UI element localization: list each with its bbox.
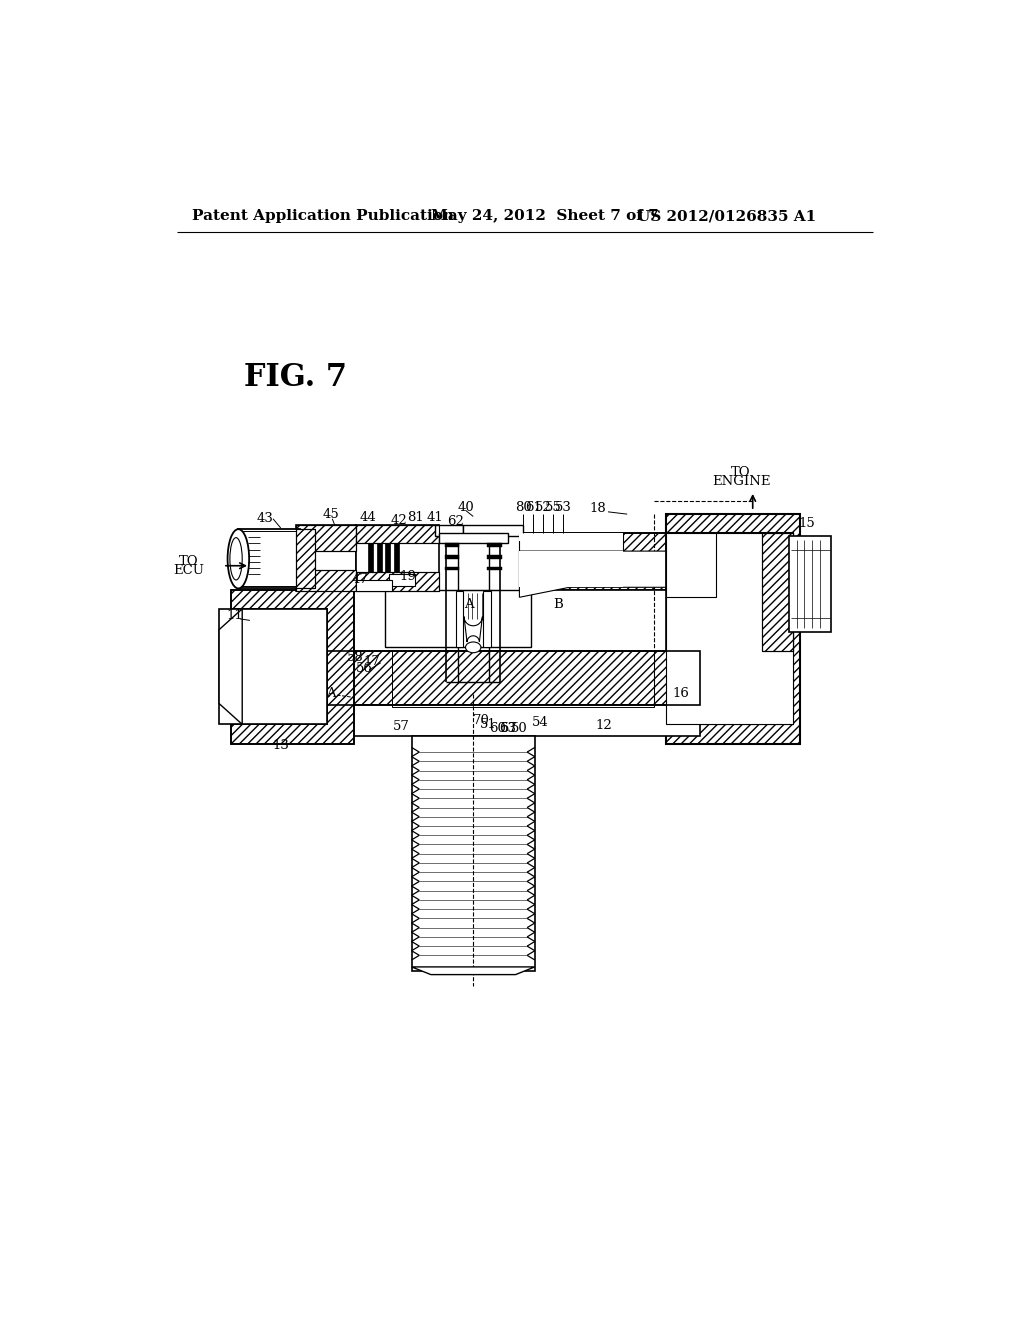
Ellipse shape	[230, 537, 243, 579]
Text: B: B	[553, 598, 563, 611]
Bar	[483, 591, 490, 647]
Text: 60: 60	[488, 722, 506, 735]
Text: Patent Application Publication: Patent Application Publication	[193, 209, 455, 223]
Text: 40: 40	[457, 500, 474, 513]
Text: TO: TO	[178, 554, 198, 568]
Polygon shape	[354, 533, 666, 590]
Bar	[385, 544, 390, 572]
Text: 47: 47	[351, 573, 369, 586]
Text: 44: 44	[359, 511, 376, 524]
Text: 16: 16	[673, 686, 689, 700]
Text: 18: 18	[590, 502, 606, 515]
Bar	[487, 554, 502, 558]
Text: 42: 42	[390, 513, 407, 527]
Text: 52: 52	[535, 500, 552, 513]
Polygon shape	[356, 525, 438, 544]
Bar	[243, 531, 298, 586]
Polygon shape	[666, 515, 801, 743]
Bar	[369, 544, 373, 572]
Text: 56: 56	[355, 661, 373, 675]
Text: 57: 57	[501, 722, 518, 735]
Text: 15: 15	[799, 517, 815, 529]
Text: A: A	[465, 598, 474, 611]
Text: US 2012/0126835 A1: US 2012/0126835 A1	[637, 209, 816, 223]
Polygon shape	[296, 525, 356, 552]
Text: FIG. 7: FIG. 7	[244, 363, 347, 393]
Text: 63: 63	[500, 722, 516, 735]
Ellipse shape	[466, 642, 481, 653]
Text: 81: 81	[408, 511, 424, 524]
Bar	[296, 525, 356, 591]
Polygon shape	[296, 570, 356, 591]
Text: 45: 45	[323, 508, 339, 521]
Polygon shape	[230, 590, 354, 743]
Text: 12: 12	[596, 718, 612, 731]
Text: TO: TO	[731, 466, 751, 479]
Bar	[788, 536, 831, 632]
Bar	[435, 525, 463, 536]
Bar	[219, 609, 327, 725]
Bar	[435, 533, 523, 590]
Bar	[388, 574, 416, 586]
Bar	[762, 533, 793, 651]
Bar	[456, 591, 463, 647]
Text: 61: 61	[525, 500, 542, 513]
Bar	[444, 566, 460, 570]
Polygon shape	[519, 533, 624, 541]
Text: 57: 57	[393, 721, 410, 733]
Polygon shape	[446, 536, 458, 590]
Text: 62: 62	[447, 515, 464, 528]
Bar	[356, 525, 438, 591]
Ellipse shape	[227, 529, 249, 589]
Polygon shape	[219, 609, 243, 725]
Text: 13: 13	[272, 739, 289, 751]
Text: 50: 50	[511, 722, 527, 735]
Text: May 24, 2012  Sheet 7 of 7: May 24, 2012 Sheet 7 of 7	[431, 209, 658, 223]
Bar	[487, 544, 502, 548]
Bar	[377, 544, 382, 572]
Text: 19: 19	[399, 570, 416, 583]
Polygon shape	[519, 552, 666, 597]
Bar	[412, 737, 535, 970]
Bar	[444, 554, 460, 558]
Polygon shape	[519, 552, 624, 587]
Bar	[444, 544, 460, 548]
Text: 54: 54	[531, 717, 549, 730]
Bar	[666, 533, 716, 597]
Polygon shape	[488, 536, 500, 590]
Polygon shape	[464, 616, 482, 642]
Bar	[487, 566, 502, 570]
Bar	[354, 590, 666, 651]
Text: 58: 58	[347, 651, 364, 664]
Bar	[438, 533, 508, 544]
Bar	[307, 705, 700, 737]
Text: A: A	[326, 686, 336, 700]
Text: ENGINE: ENGINE	[712, 475, 770, 488]
Polygon shape	[356, 572, 438, 591]
Polygon shape	[296, 529, 315, 589]
Bar	[356, 581, 392, 591]
Text: 17: 17	[364, 656, 380, 668]
Bar	[385, 590, 531, 647]
Text: 41: 41	[426, 511, 443, 524]
Text: 43: 43	[257, 512, 273, 525]
Bar	[666, 533, 793, 725]
Bar	[392, 651, 654, 708]
Text: 55: 55	[545, 500, 562, 513]
Bar	[239, 529, 300, 589]
Text: 70: 70	[473, 714, 490, 727]
Text: 53: 53	[555, 500, 571, 513]
Bar	[394, 544, 398, 572]
Text: ECU: ECU	[173, 564, 204, 577]
Polygon shape	[307, 651, 700, 705]
Text: 80: 80	[515, 500, 531, 513]
Bar	[463, 525, 523, 536]
Text: 51: 51	[479, 718, 497, 731]
Bar	[519, 533, 624, 552]
Polygon shape	[412, 966, 535, 974]
Bar	[762, 533, 793, 651]
Text: 11: 11	[226, 609, 243, 622]
